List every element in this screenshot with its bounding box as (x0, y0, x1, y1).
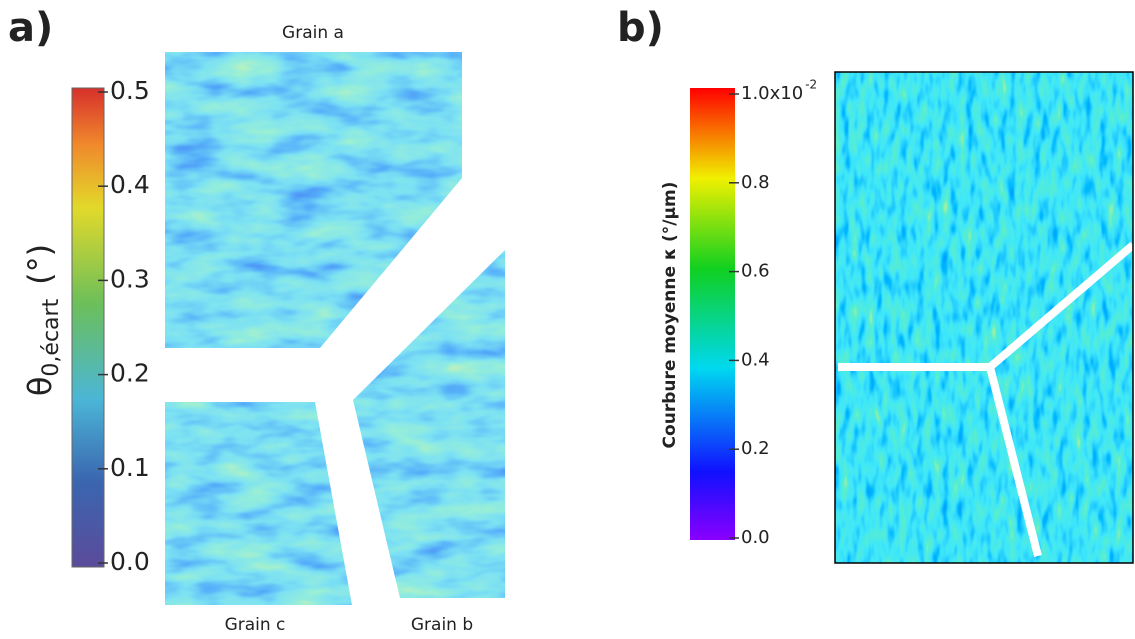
tick-label: 0.8 (741, 172, 770, 193)
tick-label: 0.0 (741, 527, 770, 548)
panel-label: a) (8, 5, 53, 51)
tick-label: 0.5 (110, 76, 150, 105)
tick-label: 0.6 (741, 261, 770, 282)
tick-label: 0.0 (110, 547, 150, 576)
tick-label: 0.1 (110, 453, 150, 482)
title-subscript: 0,écart (39, 298, 64, 376)
grain-c-map (165, 402, 352, 605)
tick-label: 0.4 (110, 170, 150, 199)
tick-label: 0.2 (110, 359, 150, 388)
colorbar-b (690, 88, 735, 540)
grain-a-map (165, 52, 462, 348)
title-symbol: θ (21, 377, 59, 397)
tick-label: 0.2 (741, 438, 770, 459)
grain-label: Grain c (225, 615, 286, 635)
grain-maps (165, 52, 1135, 605)
grain-label: Grain b (411, 615, 473, 635)
grain-boundary (838, 241, 1135, 557)
title-unit: (°) (21, 244, 59, 285)
map-frame (834, 71, 1134, 564)
colorbar-a (71, 87, 105, 568)
grain-label: Grain a (282, 23, 344, 43)
panel-label: b) (617, 5, 664, 51)
tick-exponent: -2 (805, 78, 817, 92)
curvature-map (835, 72, 1133, 563)
colorbar-title: θ0,écart (°) (21, 244, 64, 396)
grain-b-map (353, 250, 505, 598)
colorbar-title: Courbure moyenne κ (°/µm) (660, 182, 680, 449)
tick-label: 1.0x10 (741, 83, 803, 104)
tick-label: 0.3 (110, 264, 150, 293)
tick-label: 0.4 (741, 349, 770, 370)
